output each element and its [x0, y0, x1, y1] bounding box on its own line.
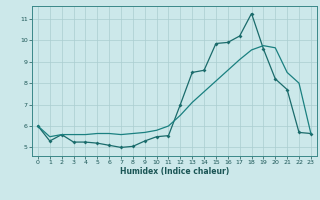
- X-axis label: Humidex (Indice chaleur): Humidex (Indice chaleur): [120, 167, 229, 176]
